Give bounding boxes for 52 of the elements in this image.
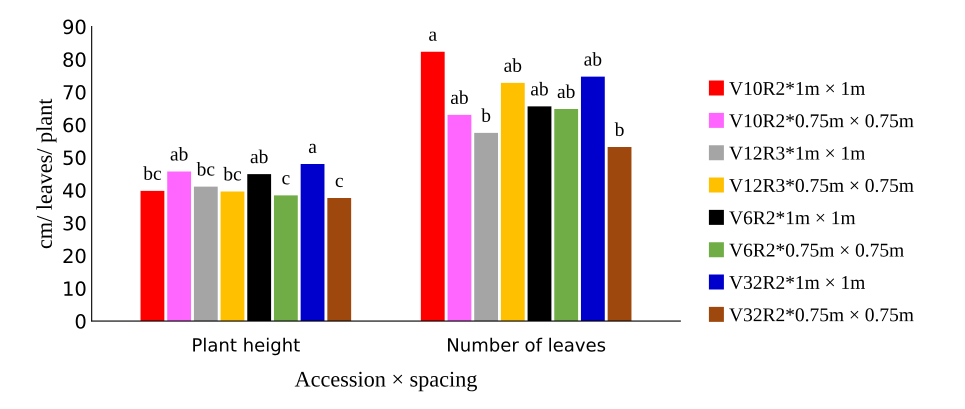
y-tick-label: 10 xyxy=(64,281,86,296)
legend-label: V10R2*1m × 1m xyxy=(729,82,866,96)
y-tick-label: 80 xyxy=(63,52,86,67)
legend-label: V6R2*1m × 1m xyxy=(729,211,856,224)
legend-label: V10R2*0.75m × 0.75m xyxy=(729,114,914,128)
bar xyxy=(274,195,298,322)
x-axis-title: Accession × spacing xyxy=(294,372,477,392)
bar xyxy=(554,109,578,322)
bar xyxy=(448,114,472,322)
data-label: a xyxy=(308,144,317,154)
data-label: ab xyxy=(250,150,268,164)
y-tick-label: 70 xyxy=(64,84,86,100)
y-tick-label: 20 xyxy=(63,248,86,264)
data-label: c xyxy=(282,175,290,185)
data-label: bc xyxy=(196,162,214,176)
x-tick-label: Number of leaves xyxy=(448,338,606,352)
data-label: ab xyxy=(584,52,602,66)
data-label: bc xyxy=(143,166,162,180)
bar xyxy=(608,146,632,322)
data-label: ab xyxy=(558,84,575,98)
bar xyxy=(194,186,218,322)
legend-label: V32R2*1m × 1m xyxy=(729,276,866,290)
bar xyxy=(500,82,525,322)
y-tick-label: 90 xyxy=(63,20,86,34)
legend-label: V6R2*0.75m × 0.75m xyxy=(729,244,904,257)
data-label: ab xyxy=(450,90,468,104)
bar xyxy=(140,190,164,322)
bar xyxy=(220,191,244,322)
data-label: b xyxy=(481,108,490,122)
data-label: ab xyxy=(504,58,522,72)
data-label: bc xyxy=(223,166,242,181)
bar xyxy=(420,52,445,322)
data-label: c xyxy=(336,178,343,188)
y-tick-label: 0 xyxy=(76,314,86,329)
y-tick-label: 40 xyxy=(63,183,86,198)
y-tick-label: 50 xyxy=(64,150,86,166)
bar xyxy=(167,172,192,322)
legend-label: V32R2*0.75m × 0.75m xyxy=(729,308,914,322)
y-tick-label: 60 xyxy=(63,118,86,132)
y-axis-title: cm/ leaves/ plant xyxy=(36,98,57,248)
bar xyxy=(300,164,324,322)
bar xyxy=(474,132,498,322)
data-label: ab xyxy=(170,146,188,161)
x-tick-label: Plant height xyxy=(193,338,300,356)
data-label: b xyxy=(614,122,624,136)
data-label: a xyxy=(429,32,437,41)
legend-label: V12R3*1m × 1m xyxy=(729,146,866,160)
legend-label: V12R3*0.75m × 0.75m xyxy=(729,178,914,192)
bar xyxy=(327,198,352,322)
bar xyxy=(580,76,605,322)
data-label: ab xyxy=(531,82,548,96)
y-tick-label: 30 xyxy=(64,216,86,231)
